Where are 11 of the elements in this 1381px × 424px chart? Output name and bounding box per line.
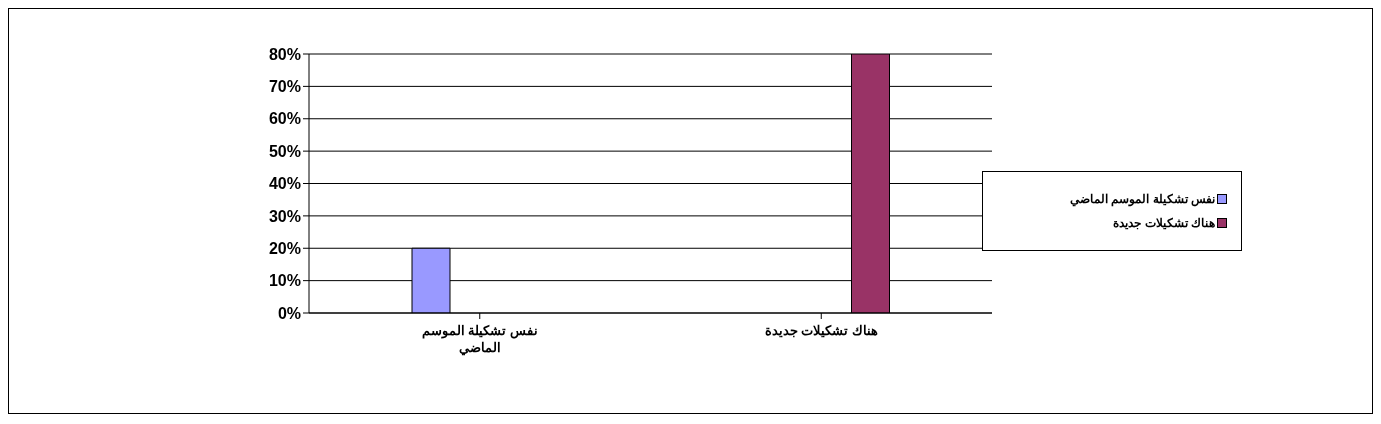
legend-label: هناك تشكيلات جديدة	[1113, 216, 1215, 230]
y-tick-label: 60%	[268, 110, 301, 128]
legend-label: نفس تشكيلة الموسم الماضي	[1069, 192, 1215, 206]
y-tick-label: 50%	[268, 142, 301, 160]
y-tick-label: 70%	[268, 78, 301, 96]
y-tick-label: 30%	[268, 207, 301, 225]
y-tick-label: 20%	[268, 239, 301, 257]
y-tick-label: 0%	[277, 304, 301, 322]
y-tick-label: 10%	[268, 272, 301, 290]
y-tick-label: 40%	[268, 175, 301, 193]
y-tick-label: 80%	[268, 45, 301, 63]
